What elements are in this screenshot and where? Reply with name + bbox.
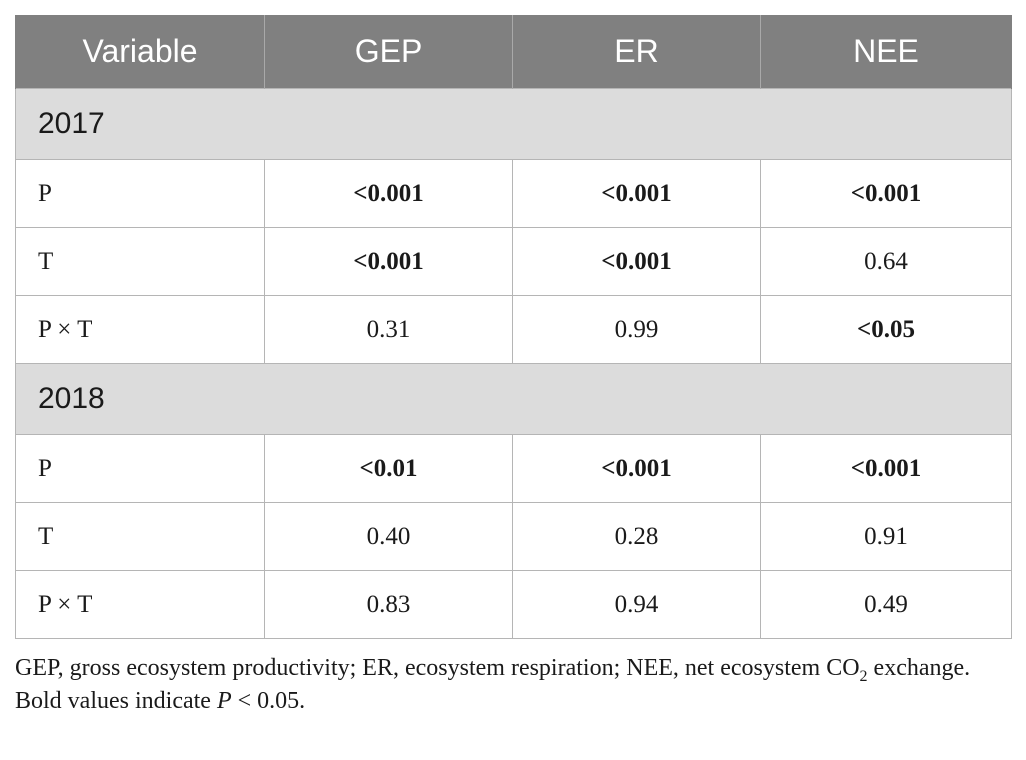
value-cell: 0.28 [512, 502, 761, 571]
value-cell: 0.64 [760, 227, 1012, 296]
value-cell: <0.05 [760, 295, 1012, 364]
co2-subscript: 2 [859, 667, 868, 685]
header-variable: Variable [15, 15, 265, 89]
table-row: P <0.001 <0.001 <0.001 [15, 159, 1012, 228]
section-label: 2017 [15, 88, 1012, 160]
variable-cell: P [15, 159, 265, 228]
results-table-container: Variable GEP ER NEE 2017 P <0.001 <0.001 <0.… [15, 15, 1012, 639]
value-cell: <0.001 [264, 159, 513, 228]
table-body: 2017 P <0.001 <0.001 <0.001 T <0.001 <0.001 0.64… [15, 88, 1012, 639]
section-row: 2017 [15, 88, 1012, 160]
table-row: P <0.01 <0.001 <0.001 [15, 434, 1012, 503]
header-gep: GEP [264, 15, 513, 89]
value-cell: 0.99 [512, 295, 761, 364]
table-row: P × T 0.83 0.94 0.49 [15, 570, 1012, 639]
abbreviations-text-end: exchange. [867, 655, 971, 681]
table-row: P × T 0.31 0.99 <0.05 [15, 295, 1012, 364]
table-row: T 0.40 0.28 0.91 [15, 502, 1012, 571]
section-row: 2018 [15, 363, 1012, 435]
value-cell: 0.94 [512, 570, 761, 639]
value-cell: 0.31 [264, 295, 513, 364]
variable-cell: T [15, 227, 265, 296]
table-footnotes: GEP, gross ecosystem productivity; ER, e… [15, 652, 1011, 718]
table-header: Variable GEP ER NEE [15, 15, 1012, 89]
value-cell: <0.001 [264, 227, 513, 296]
value-cell: 0.91 [760, 502, 1012, 571]
results-table: Variable GEP ER NEE 2017 P <0.001 <0.001 <0.… [15, 15, 1012, 639]
variable-cell: P [15, 434, 265, 503]
variable-cell: P × T [15, 295, 265, 364]
header-er: ER [512, 15, 761, 89]
value-cell: 0.40 [264, 502, 513, 571]
value-cell: 0.83 [264, 570, 513, 639]
value-cell: <0.001 [512, 159, 761, 228]
bold-note-prefix: Bold values indicate [15, 688, 217, 714]
bold-note-suffix: < 0.05. [231, 688, 306, 714]
header-nee: NEE [760, 15, 1012, 89]
value-cell: <0.01 [264, 434, 513, 503]
abbreviations-text: GEP, gross ecosystem productivity; ER, e… [15, 655, 860, 681]
value-cell: <0.001 [512, 434, 761, 503]
bold-values-note: Bold values indicate P < 0.05. [15, 685, 1011, 718]
header-row: Variable GEP ER NEE [15, 15, 1012, 89]
value-cell: <0.001 [512, 227, 761, 296]
value-cell: 0.49 [760, 570, 1012, 639]
table-row: T <0.001 <0.001 0.64 [15, 227, 1012, 296]
variable-cell: T [15, 502, 265, 571]
variable-cell: P × T [15, 570, 265, 639]
bold-note-p: P [216, 688, 232, 714]
value-cell: <0.001 [760, 159, 1012, 228]
value-cell: <0.001 [760, 434, 1012, 503]
section-label: 2018 [15, 363, 1012, 435]
abbreviations-note: GEP, gross ecosystem productivity; ER, e… [15, 652, 1011, 685]
